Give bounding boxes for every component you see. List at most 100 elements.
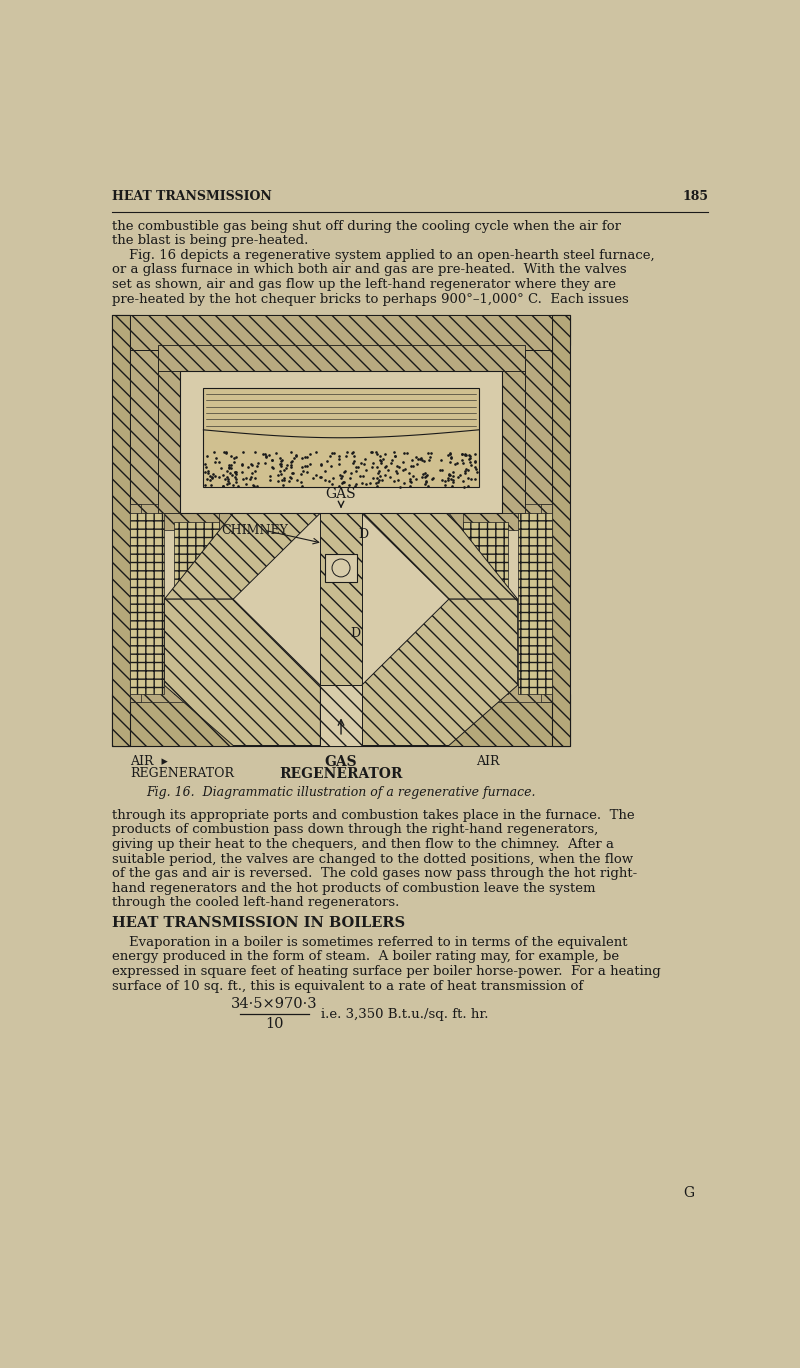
Point [274, 450, 287, 472]
Point [347, 450, 360, 472]
Point [213, 466, 226, 488]
Point [464, 447, 477, 469]
Point [422, 442, 434, 464]
Point [278, 469, 291, 491]
Point [322, 471, 335, 492]
Point [373, 469, 386, 491]
Point [220, 440, 233, 462]
Point [410, 453, 423, 475]
Point [427, 468, 440, 490]
Point [422, 449, 435, 471]
Point [365, 440, 378, 462]
Bar [320, 513, 362, 746]
Point [355, 451, 368, 473]
Point [270, 442, 282, 464]
Point [229, 466, 242, 488]
Point [303, 453, 316, 475]
Point [274, 460, 286, 482]
Point [274, 456, 287, 477]
Text: of the gas and air is reversed.  The cold gases now pass through the hot right-: of the gas and air is reversed. The cold… [112, 867, 637, 880]
Text: GAS: GAS [326, 487, 356, 501]
Text: D: D [350, 627, 360, 640]
Point [456, 449, 469, 471]
Point [404, 468, 417, 490]
Point [206, 462, 219, 484]
Point [286, 462, 299, 484]
Point [225, 445, 238, 466]
Text: products of combustion pass down through the right-hand regenerators,: products of combustion pass down through… [112, 824, 598, 836]
Point [290, 445, 302, 466]
Point [406, 450, 418, 472]
Point [295, 462, 308, 484]
Point [386, 450, 398, 472]
Point [447, 469, 460, 491]
Point [419, 472, 432, 494]
Point [326, 473, 338, 495]
Text: CHIMNEY: CHIMNEY [222, 524, 289, 536]
Text: REGENERATOR: REGENERATOR [130, 767, 234, 780]
Point [347, 446, 360, 468]
Point [442, 464, 455, 486]
Point [223, 456, 236, 477]
Text: the combustible gas being shut off during the cooling cycle when the air for: the combustible gas being shut off durin… [112, 220, 621, 233]
Point [285, 466, 298, 488]
Text: hand regenerators and the hot products of combustion leave the system: hand regenerators and the hot products o… [112, 882, 595, 895]
Point [370, 475, 383, 497]
Text: suitable period, the valves are changed to the dotted positions, when the flow: suitable period, the valves are changed … [112, 852, 633, 866]
Point [247, 475, 260, 497]
Point [456, 443, 469, 465]
Bar [158, 345, 525, 371]
Point [248, 460, 261, 482]
Point [271, 469, 284, 491]
Point [240, 466, 253, 488]
Point [220, 466, 233, 488]
Point [259, 445, 272, 466]
Bar [219, 505, 234, 702]
Point [202, 462, 214, 484]
Point [458, 461, 471, 483]
Point [350, 460, 362, 482]
Point [332, 476, 345, 498]
Point [382, 460, 395, 482]
Point [442, 469, 454, 491]
Point [274, 447, 286, 469]
Point [436, 469, 449, 491]
Point [346, 442, 358, 464]
Point [272, 464, 285, 486]
Point [423, 446, 436, 468]
Point [288, 447, 301, 469]
Bar [449, 505, 462, 702]
Point [222, 472, 235, 494]
Point [299, 446, 312, 468]
Point [446, 465, 459, 487]
Point [370, 472, 382, 494]
Point [208, 451, 221, 473]
Point [376, 469, 389, 491]
Text: 185: 185 [682, 190, 708, 202]
Point [451, 466, 464, 488]
Point [277, 468, 290, 490]
Point [277, 473, 290, 495]
Point [218, 468, 231, 490]
Point [237, 442, 250, 464]
Point [214, 457, 227, 479]
Point [444, 468, 457, 490]
Point [378, 464, 391, 486]
Point [416, 450, 429, 472]
Point [438, 475, 451, 497]
Text: D: D [358, 528, 369, 542]
Point [406, 465, 419, 487]
Point [456, 443, 469, 465]
Point [458, 443, 471, 465]
Text: expressed in square feet of heating surface per boiler horse-power.  For a heati: expressed in square feet of heating surf… [112, 964, 660, 978]
Point [281, 454, 294, 476]
Point [318, 461, 331, 483]
Point [280, 457, 293, 479]
Point [370, 466, 383, 488]
Point [391, 469, 404, 491]
Point [246, 462, 258, 484]
Bar [112, 315, 570, 746]
Point [333, 454, 346, 476]
Bar [174, 521, 219, 694]
Point [406, 454, 419, 476]
